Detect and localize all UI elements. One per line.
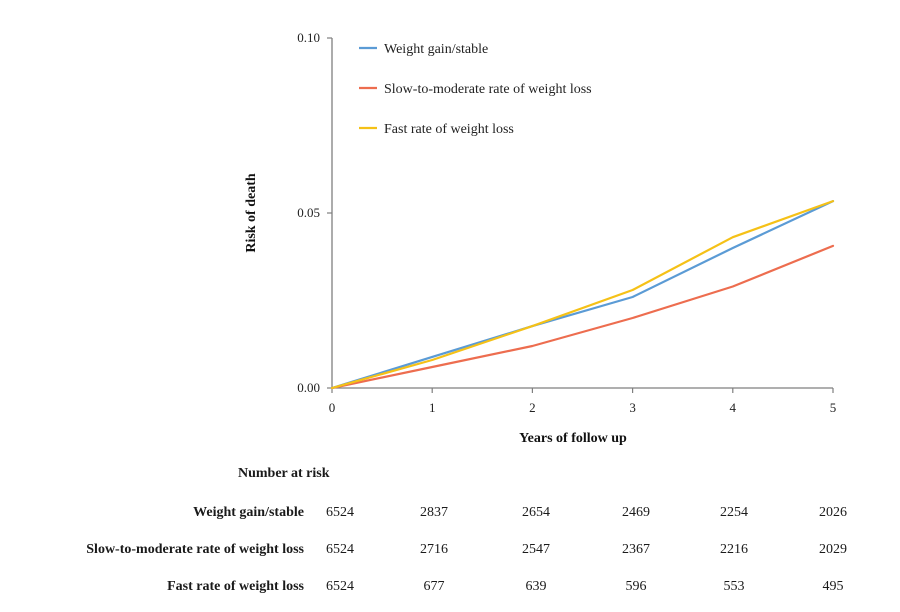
- series-line-fast-rate-of-weight-loss: [330, 200, 835, 390]
- risk-cell: 2547: [522, 542, 550, 557]
- risk-row-label: Slow-to-moderate rate of weight loss: [86, 542, 304, 557]
- risk-cell: 2716: [420, 542, 448, 557]
- legend-label: Weight gain/stable: [384, 42, 488, 57]
- x-tick-label: 1: [429, 400, 436, 415]
- y-tick-label: 0.00: [297, 380, 320, 395]
- risk-cell: 553: [723, 579, 745, 594]
- risk-cell: 6524: [326, 505, 354, 520]
- risk-cell: 2026: [819, 505, 847, 520]
- legend: Weight gain/stable Slow-to-moderate rate …: [359, 42, 592, 137]
- risk-cell: 2367: [622, 542, 650, 557]
- legend-label: Fast rate of weight loss: [384, 122, 514, 137]
- x-tick-label: 4: [730, 400, 737, 415]
- y-tick-label: 0.05: [297, 205, 320, 220]
- axes: 0.00 0.05 0.10 0 1 2 3 4 5: [297, 30, 836, 415]
- x-axis-title: Years of follow up: [519, 431, 627, 446]
- risk-cell: 2654: [522, 505, 550, 520]
- survival-chart: 0.00 0.05 0.10 0 1 2 3 4 5 Weight gain/stable Slo…: [244, 30, 836, 446]
- legend-label: Slow-to-moderate rate of weight loss: [384, 82, 592, 97]
- risk-cell: 677: [423, 579, 445, 594]
- risk-cell: 639: [525, 579, 547, 594]
- y-axis-title: Risk of death: [244, 173, 259, 253]
- risk-cell: 6524: [326, 542, 354, 557]
- risk-cell: 2029: [819, 542, 847, 557]
- series-lines: [330, 200, 835, 390]
- risk-cell: 2216: [720, 542, 748, 557]
- series-line-weight-gain-stable: [330, 200, 835, 390]
- risk-cell: 495: [822, 579, 844, 594]
- series-line-slow-to-moderate-rate-of-weight-loss: [330, 244, 835, 390]
- risk-cell: 596: [625, 579, 647, 594]
- x-tick-label: 3: [629, 400, 636, 415]
- risk-table-title: Number at risk: [238, 466, 330, 481]
- x-tick-label: 2: [529, 400, 536, 415]
- x-tick-label: 5: [830, 400, 837, 415]
- risk-row-label: Fast rate of weight loss: [167, 579, 304, 594]
- risk-cell: 2254: [720, 505, 748, 520]
- y-tick-label: 0.10: [297, 30, 320, 45]
- risk-cell: 2469: [622, 505, 650, 520]
- risk-cell: 6524: [326, 579, 354, 594]
- x-tick-label: 0: [329, 400, 336, 415]
- risk-row-label: Weight gain/stable: [193, 505, 304, 520]
- risk-cell: 2837: [420, 505, 448, 520]
